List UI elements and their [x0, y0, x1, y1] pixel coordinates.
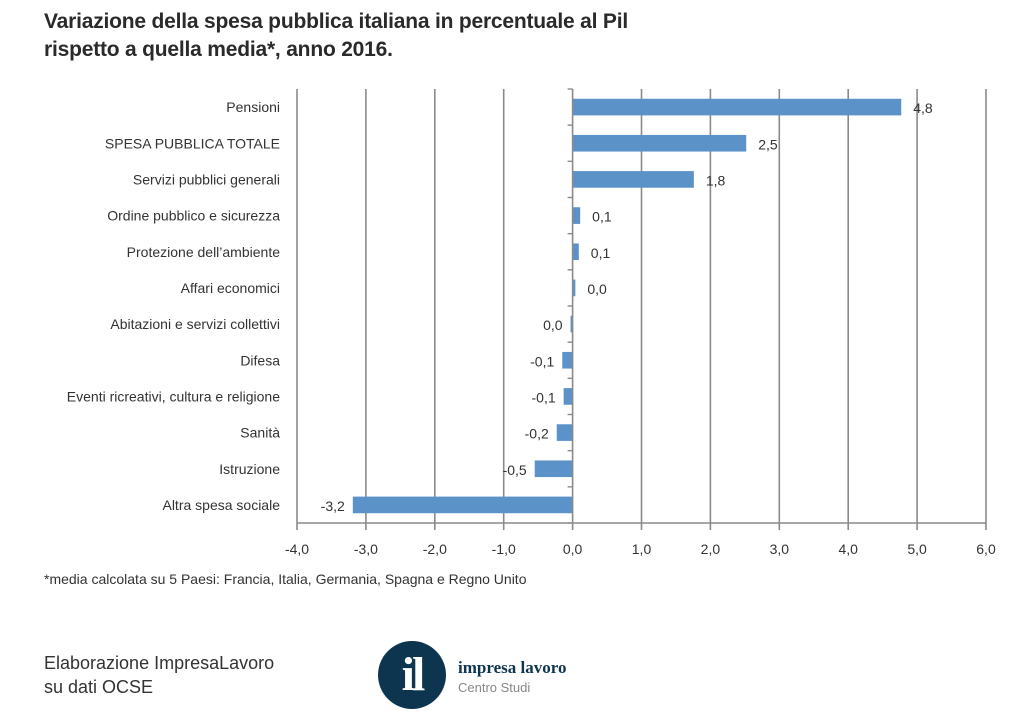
- category-label: Ordine pubblico e sicurezza: [107, 208, 280, 224]
- bar-chart: -4,0 -3,0 -2,0 -1,0 0,0 1,0 2,0 3,0 4,0 5,0 6,0 Pe…: [67, 88, 996, 557]
- data-label: -0,1: [532, 389, 556, 405]
- bar: [572, 279, 576, 297]
- x-tick-label: -2,0: [423, 541, 447, 557]
- gridlines: [296, 89, 987, 523]
- x-tick-label: 0,0: [563, 541, 583, 557]
- chart-title: Variazione della spesa pubblica italiana…: [44, 8, 628, 64]
- credit-line-2: su dati OCSE: [44, 677, 154, 697]
- x-tick-label: 3,0: [770, 541, 790, 557]
- x-tick-label: -1,0: [492, 541, 516, 557]
- logo-subtitle: Centro Studi: [458, 680, 531, 695]
- category-labels: Pensioni SPESA PUBBLICA TOTALE Servizi pub…: [67, 99, 280, 513]
- bars: [352, 98, 902, 514]
- x-tick-label: 6,0: [976, 541, 996, 557]
- impresalavoro-logo: il: [378, 641, 446, 709]
- data-label: 4,8: [913, 100, 933, 116]
- footnote: *media calcolata su 5 Paesi: Francia, It…: [44, 571, 527, 587]
- data-labels: 4,8 2,5 1,8 0,1 0,1 0,0 0,0 -0,1 -0,1 -0,2 -0,5 -3,…: [321, 100, 933, 514]
- x-tick-label: 1,0: [632, 541, 652, 557]
- bar: [562, 351, 573, 369]
- bar: [556, 424, 573, 441]
- logo-glyph: il: [401, 648, 426, 701]
- data-label: -0,2: [525, 426, 549, 442]
- data-label: 0,1: [591, 245, 611, 261]
- category-label: Sanità: [240, 425, 280, 441]
- source-credit: Elaborazione ImpresaLavoro su dati OCSE: [44, 651, 274, 699]
- data-label: 1,8: [706, 172, 726, 188]
- data-label: -3,2: [321, 498, 345, 514]
- x-axis: -4,0 -3,0 -2,0 -1,0 0,0 1,0 2,0 3,0 4,0 5,0 6,0: [285, 522, 996, 557]
- category-label: Protezione dell’ambiente: [127, 244, 281, 260]
- x-tick-label: -4,0: [285, 541, 309, 557]
- bar: [572, 134, 747, 152]
- bar: [563, 388, 573, 405]
- bar: [572, 171, 694, 188]
- category-label: SPESA PUBBLICA TOTALE: [105, 135, 280, 151]
- x-tick-label: 5,0: [907, 541, 927, 557]
- category-label: Istruzione: [219, 461, 280, 477]
- x-tick-label: -3,0: [354, 541, 378, 557]
- bar: [570, 315, 573, 333]
- category-label: Servizi pubblici generali: [133, 171, 280, 187]
- data-label: 2,5: [758, 136, 778, 152]
- logo-brand-name: impresa lavoro: [458, 658, 567, 677]
- credit-line-1: Elaborazione ImpresaLavoro: [44, 653, 275, 673]
- category-label: Affari economici: [181, 280, 280, 296]
- data-label: -0,1: [530, 353, 554, 369]
- category-label: Difesa: [240, 352, 280, 368]
- category-label: Altra spesa sociale: [162, 497, 280, 513]
- y-axis: [567, 88, 574, 524]
- bar: [572, 243, 579, 261]
- x-tick-label: 2,0: [701, 541, 721, 557]
- data-label: 0,0: [587, 281, 607, 297]
- bar: [534, 460, 573, 478]
- category-label: Eventi ricreativi, cultura e religione: [67, 388, 280, 404]
- bar: [572, 98, 902, 116]
- title-line-2: rispetto a quella media*, anno 2016.: [44, 38, 393, 61]
- data-label: -0,5: [503, 462, 527, 478]
- x-tick-label: 4,0: [838, 541, 858, 557]
- category-label: Abitazioni e servizi collettivi: [110, 316, 280, 332]
- bar: [572, 207, 581, 224]
- data-label: 0,1: [592, 209, 612, 225]
- title-line-1: Variazione della spesa pubblica italiana…: [44, 10, 628, 33]
- category-label: Pensioni: [226, 99, 280, 115]
- bar: [352, 496, 573, 514]
- data-label: 0,0: [543, 317, 563, 333]
